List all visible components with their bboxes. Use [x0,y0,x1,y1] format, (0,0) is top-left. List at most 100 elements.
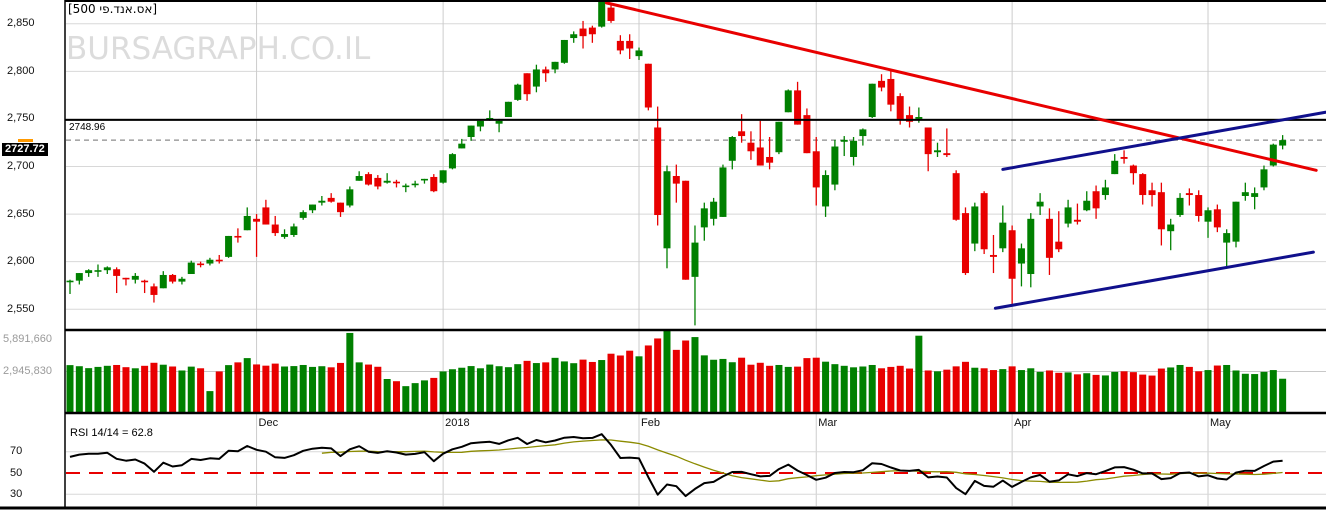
rsi-indicator-label: RSI 14/14 = 62.8 [70,427,153,439]
candle-body [1176,197,1184,216]
volume-bar [607,353,615,413]
candle-body [439,170,447,183]
price-axis-label: 2,600 [7,255,35,268]
volume-bar [1036,371,1044,413]
volume-bar [896,365,904,413]
volume-bar [831,364,839,413]
candle-body [75,273,83,281]
candle-body [103,267,111,271]
candle-body [383,180,391,183]
volume-bar [253,364,261,413]
volume-bar [794,366,802,413]
volume-bar [1101,375,1109,413]
candle-body [178,278,186,282]
candle-body [850,140,858,157]
volume-bar [943,369,951,413]
candle-body [766,156,774,163]
volume-bar [1008,366,1016,413]
candle-body [812,151,820,188]
candle-body [215,259,223,262]
candle-body [588,27,596,35]
volume-bar [952,366,960,413]
candle-body [486,117,494,120]
candle-body [943,153,951,156]
candle-body [187,262,195,275]
volume-bar [523,360,531,413]
candle-body [831,146,839,185]
volume-bar [1055,372,1063,413]
candle-body [1017,248,1025,264]
volume-bar [579,359,587,413]
watermark: BURSAGRAPH.CO.IL [66,31,371,67]
volume-bar [868,364,876,413]
volume-bar [1157,368,1165,413]
candle-body [747,142,755,152]
month-label: Apr [1014,417,1032,429]
candle-body [607,7,615,21]
candle-body [1167,224,1175,232]
volume-bar [299,364,307,413]
volume-bar [700,355,708,413]
candle-body [234,235,242,238]
rsi-axis-label: 70 [10,445,23,458]
volume-bar [131,368,139,413]
month-label: May [1210,417,1231,429]
volume-bar [588,361,596,413]
rsi-line [69,433,1283,498]
candle-body [1073,219,1081,222]
candle-body [1251,193,1259,197]
volume-bar [1260,371,1268,413]
candle-body [803,115,811,154]
candle-body [654,127,662,216]
candle-body [1083,200,1091,211]
candle-body [896,96,904,120]
volume-bar [364,364,372,413]
candle-body [1195,195,1203,216]
candle-body [514,84,522,100]
candle-body [206,259,214,264]
candle-body [253,218,261,222]
candle-body [159,274,167,289]
candle-body [290,226,298,235]
volume-bar [169,366,177,413]
volume-bar [467,366,475,413]
price-axis-label: 2,700 [7,159,35,172]
candle-body [1204,210,1212,222]
volume-bar [309,366,317,413]
rsi-axis-label: 30 [10,487,23,500]
candle-body [281,234,289,237]
volume-bar [318,366,326,413]
candle-body [971,206,979,244]
volume-bar [374,366,382,413]
volume-bar [878,368,886,413]
candle-body [775,121,783,153]
candle-body [700,208,708,228]
volume-bar [644,345,652,413]
candle-body [346,189,354,206]
candle-body [113,269,121,276]
volume-bar [262,365,270,413]
candle-body [579,28,587,37]
candle-body [784,90,792,113]
candle-body [1008,230,1016,279]
volume-bar [448,369,456,413]
candle-body [980,193,988,250]
volume-bar [430,377,438,413]
candle-body [635,50,643,57]
candle-body [756,147,764,166]
volume-bar [1017,370,1025,413]
candle-body [122,277,130,280]
candle-body [1185,193,1193,196]
candle-body [598,1,606,27]
candle-body [859,129,867,137]
volume-bar [1251,374,1259,413]
volume-bar [803,358,811,413]
volume-bar [141,365,149,413]
volume-bar [94,366,102,413]
volume-bar [542,362,550,413]
candle-body [327,197,335,202]
candle-body [1045,218,1053,258]
volume-axis-label: 2,945,830 [3,365,52,377]
symbol-title: [500 אס.אנד.פי] [68,2,158,16]
